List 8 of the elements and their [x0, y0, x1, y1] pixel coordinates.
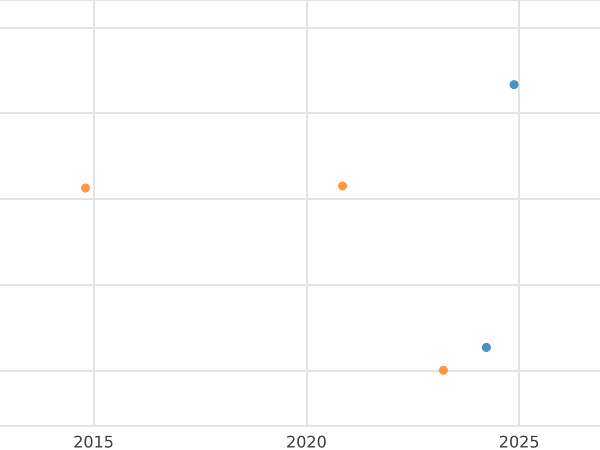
point	[482, 342, 491, 352]
x-tick-label: 2015	[73, 432, 114, 450]
point	[338, 182, 348, 190]
point	[81, 184, 90, 192]
x-tick-label: 2025	[498, 432, 540, 450]
point	[510, 80, 519, 90]
point	[438, 366, 448, 375]
x-tick-label: 2020	[286, 432, 327, 450]
